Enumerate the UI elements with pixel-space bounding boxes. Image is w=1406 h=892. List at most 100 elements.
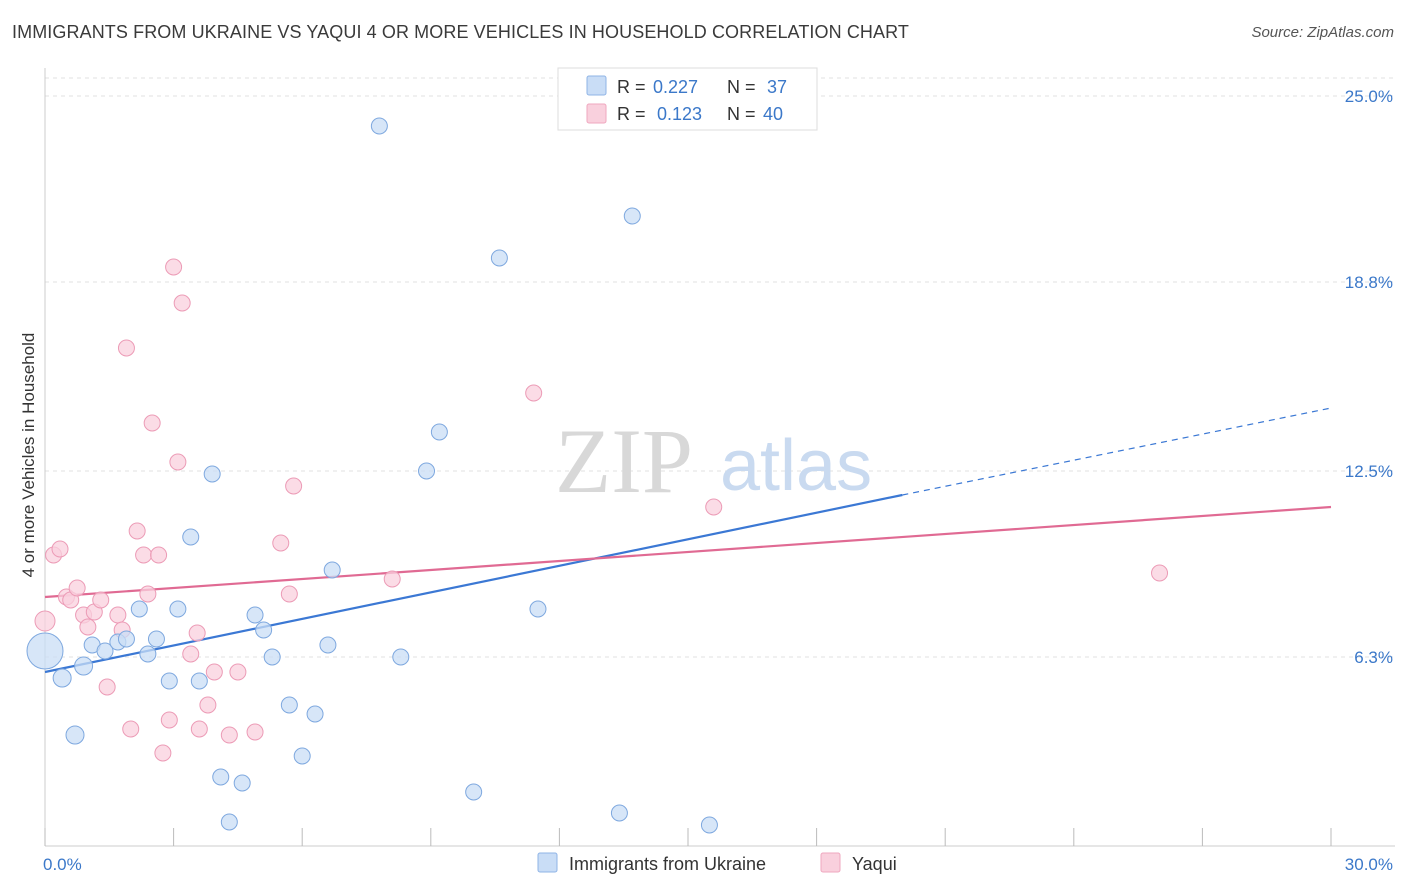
- ukraine-point: [220, 813, 238, 831]
- ukraine-point: [418, 462, 436, 480]
- ukraine-point: [190, 672, 208, 690]
- x-tick-label: 0.0%: [43, 855, 82, 874]
- yaqui-point: [169, 453, 187, 471]
- ukraine-point: [52, 668, 72, 688]
- yaqui-point: [109, 606, 127, 624]
- legend-n-label-ukraine: N =: [727, 77, 756, 97]
- legend-r-label-yaqui: R =: [617, 104, 646, 124]
- yaqui-point: [1151, 564, 1169, 582]
- legend-swatch-yaqui: [586, 103, 607, 124]
- legend-r-value-ukraine: 0.227: [653, 77, 698, 97]
- ukraine-point: [212, 768, 230, 786]
- y-tick-label: 25.0%: [1345, 87, 1393, 106]
- legend-n-value-ukraine: 37: [767, 77, 787, 97]
- yaqui-point: [246, 723, 264, 741]
- ukraine-point: [65, 725, 85, 745]
- yaqui-point: [173, 294, 191, 312]
- yaqui-point: [229, 663, 247, 681]
- yaqui-point: [135, 546, 153, 564]
- ukraine-point: [370, 117, 388, 135]
- ukraine-point: [117, 630, 135, 648]
- ukraine-points: [26, 117, 718, 834]
- yaqui-point: [34, 610, 56, 632]
- bottom-legend-label-yaqui: Yaqui: [852, 854, 897, 874]
- yaqui-point: [182, 645, 200, 663]
- trend-line-yaqui: [44, 505, 1332, 599]
- bottom-legend-swatch-ukraine: [537, 852, 558, 873]
- ukraine-point: [74, 656, 94, 676]
- y-axis-title: 4 or more Vehicles in Household: [19, 333, 38, 578]
- source-label: Source: ZipAtlas.com: [1251, 24, 1394, 41]
- yaqui-point: [150, 546, 168, 564]
- ukraine-point: [623, 207, 641, 225]
- yaqui-point: [280, 585, 298, 603]
- ukraine-point: [233, 774, 251, 792]
- ukraine-point: [306, 705, 324, 723]
- chart-title: IMMIGRANTS FROM UKRAINE VS YAQUI 4 OR MO…: [12, 22, 909, 42]
- yaqui-point: [122, 720, 140, 738]
- legend-n-label-yaqui: N =: [727, 104, 756, 124]
- yaqui-point: [205, 663, 223, 681]
- yaqui-point: [154, 744, 172, 762]
- ukraine-point: [430, 423, 448, 441]
- watermark-zip: ZIP: [555, 410, 693, 512]
- trend-line-ukraine: [44, 493, 903, 674]
- yaqui-point: [68, 579, 86, 597]
- ukraine-point: [490, 249, 508, 267]
- yaqui-point: [220, 726, 238, 744]
- ukraine-point: [263, 648, 281, 666]
- yaqui-point: [383, 570, 401, 588]
- yaqui-point: [525, 384, 543, 402]
- yaqui-point: [98, 678, 116, 696]
- ukraine-point: [529, 600, 547, 618]
- ukraine-point: [255, 621, 273, 639]
- legend-r-label-ukraine: R =: [617, 77, 646, 97]
- yaqui-point: [117, 339, 135, 357]
- ukraine-point: [182, 528, 200, 546]
- yaqui-point: [128, 522, 146, 540]
- ukraine-point: [465, 783, 483, 801]
- yaqui-point: [160, 711, 178, 729]
- ukraine-point: [246, 606, 264, 624]
- yaqui-point: [143, 414, 161, 432]
- watermark-atlas: atlas: [720, 426, 872, 506]
- yaqui-point: [705, 498, 723, 516]
- ukraine-point: [203, 465, 221, 483]
- yaqui-point: [188, 624, 206, 642]
- yaqui-points: [34, 258, 1169, 762]
- gridlines: [45, 77, 1395, 658]
- ukraine-point: [610, 804, 628, 822]
- bottom-legend-label-ukraine: Immigrants from Ukraine: [569, 854, 766, 874]
- legend: R = 0.227 N = 37 R = 0.123 N = 40: [557, 67, 818, 131]
- ukraine-point: [130, 600, 148, 618]
- yaqui-point: [92, 591, 110, 609]
- yaqui-point: [190, 720, 208, 738]
- y-tick-label: 12.5%: [1345, 462, 1393, 481]
- x-tick-label: 30.0%: [1345, 855, 1393, 874]
- ukraine-point: [700, 816, 718, 834]
- ukraine-point: [147, 630, 165, 648]
- axes: [44, 68, 1395, 847]
- ukraine-point: [169, 600, 187, 618]
- x-tick-labels: 0.0% 30.0%: [43, 855, 1393, 874]
- yaqui-point: [285, 477, 303, 495]
- bottom-legend-swatch-yaqui: [820, 852, 841, 873]
- legend-swatch-ukraine: [586, 75, 607, 96]
- ukraine-point: [160, 672, 178, 690]
- ukraine-point: [96, 642, 114, 660]
- trend-line-ukraine-extension: [902, 407, 1332, 496]
- yaqui-point: [199, 696, 217, 714]
- ukraine-point: [280, 696, 298, 714]
- legend-r-value-yaqui: 0.123: [657, 104, 702, 124]
- legend-n-value-yaqui: 40: [763, 104, 783, 124]
- y-tick-label: 18.8%: [1345, 273, 1393, 292]
- yaqui-point: [139, 585, 157, 603]
- yaqui-point: [79, 618, 97, 636]
- y-tick-labels: 25.0% 18.8% 12.5% 6.3%: [1345, 87, 1393, 667]
- ukraine-point: [293, 747, 311, 765]
- ukraine-point: [319, 636, 337, 654]
- yaqui-point: [272, 534, 290, 552]
- yaqui-point: [51, 540, 69, 558]
- ukraine-point: [26, 632, 64, 670]
